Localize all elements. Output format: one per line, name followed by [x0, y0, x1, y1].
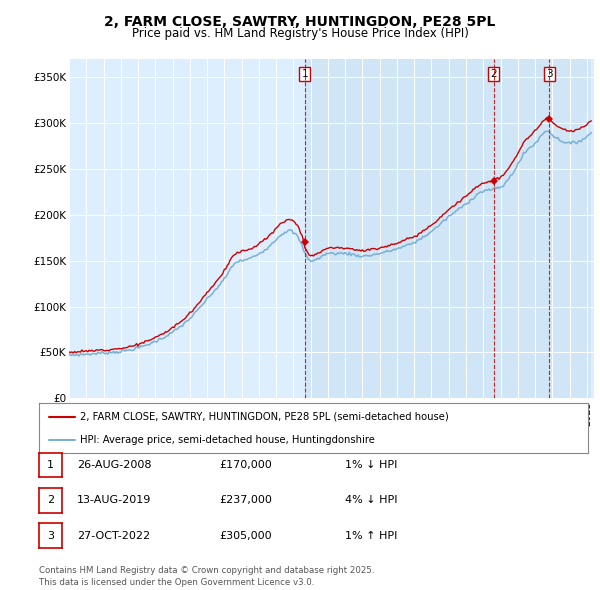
Text: Price paid vs. HM Land Registry's House Price Index (HPI): Price paid vs. HM Land Registry's House … [131, 27, 469, 40]
Text: 3: 3 [546, 69, 553, 79]
Text: 4% ↓ HPI: 4% ↓ HPI [345, 496, 398, 505]
Text: HPI: Average price, semi-detached house, Huntingdonshire: HPI: Average price, semi-detached house,… [80, 435, 375, 445]
Text: 13-AUG-2019: 13-AUG-2019 [77, 496, 151, 505]
Text: 2, FARM CLOSE, SAWTRY, HUNTINGDON, PE28 5PL (semi-detached house): 2, FARM CLOSE, SAWTRY, HUNTINGDON, PE28 … [80, 411, 449, 421]
Text: 27-OCT-2022: 27-OCT-2022 [77, 531, 150, 540]
Text: 1% ↑ HPI: 1% ↑ HPI [345, 531, 397, 540]
Text: 1% ↓ HPI: 1% ↓ HPI [345, 460, 397, 470]
Text: 3: 3 [47, 531, 54, 540]
Text: 26-AUG-2008: 26-AUG-2008 [77, 460, 151, 470]
Text: 1: 1 [301, 69, 308, 79]
Text: £170,000: £170,000 [219, 460, 272, 470]
Text: Contains HM Land Registry data © Crown copyright and database right 2025.
This d: Contains HM Land Registry data © Crown c… [39, 566, 374, 587]
Bar [305, 59, 591, 398]
Text: 1: 1 [47, 460, 54, 470]
Text: £305,000: £305,000 [219, 531, 272, 540]
Text: 2: 2 [47, 496, 54, 505]
Text: 2: 2 [491, 69, 497, 79]
Text: 2, FARM CLOSE, SAWTRY, HUNTINGDON, PE28 5PL: 2, FARM CLOSE, SAWTRY, HUNTINGDON, PE28 … [104, 15, 496, 30]
Text: £237,000: £237,000 [219, 496, 272, 505]
